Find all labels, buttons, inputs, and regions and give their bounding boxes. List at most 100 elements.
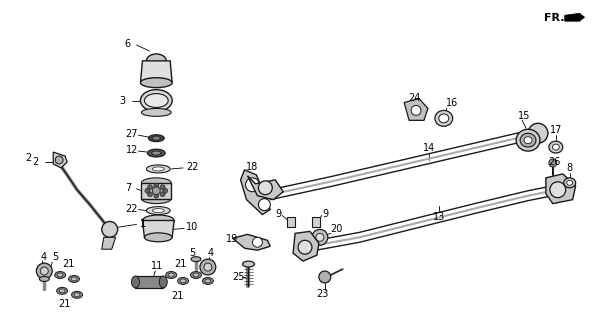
Ellipse shape	[144, 233, 172, 242]
Ellipse shape	[147, 165, 170, 173]
Text: 21: 21	[58, 299, 70, 309]
Ellipse shape	[141, 178, 171, 188]
Text: 18: 18	[246, 162, 258, 172]
Circle shape	[40, 267, 48, 275]
Circle shape	[316, 233, 324, 241]
Polygon shape	[141, 61, 172, 83]
Ellipse shape	[191, 272, 202, 278]
Ellipse shape	[205, 279, 211, 283]
Text: 7: 7	[126, 183, 132, 193]
Text: 27: 27	[126, 129, 138, 139]
Circle shape	[102, 221, 118, 237]
Ellipse shape	[193, 273, 199, 277]
Circle shape	[550, 182, 566, 198]
Circle shape	[37, 263, 52, 279]
Ellipse shape	[152, 209, 164, 212]
Circle shape	[204, 263, 212, 271]
Circle shape	[549, 159, 557, 167]
Circle shape	[312, 229, 328, 245]
Text: 17: 17	[550, 125, 562, 135]
Text: 24: 24	[408, 92, 420, 102]
Text: 20: 20	[330, 224, 342, 234]
Text: 2: 2	[26, 153, 32, 163]
Ellipse shape	[141, 78, 172, 88]
Text: 21: 21	[174, 259, 186, 269]
Ellipse shape	[147, 207, 170, 214]
Polygon shape	[233, 234, 270, 250]
Ellipse shape	[159, 276, 167, 288]
Text: 21: 21	[171, 291, 183, 301]
Text: 21: 21	[62, 259, 75, 269]
Ellipse shape	[191, 257, 201, 262]
Polygon shape	[142, 220, 174, 237]
Ellipse shape	[202, 277, 213, 284]
Circle shape	[147, 192, 153, 197]
Text: 4: 4	[40, 252, 46, 262]
Text: 26: 26	[548, 157, 560, 167]
Circle shape	[55, 156, 63, 164]
Circle shape	[298, 240, 312, 254]
Text: 5: 5	[189, 248, 196, 258]
Ellipse shape	[141, 108, 171, 116]
Ellipse shape	[168, 273, 174, 277]
Ellipse shape	[567, 180, 573, 185]
Text: 19: 19	[225, 234, 238, 244]
Ellipse shape	[141, 194, 171, 204]
Polygon shape	[312, 218, 320, 228]
Polygon shape	[136, 276, 163, 288]
Text: 2: 2	[32, 157, 38, 167]
Ellipse shape	[144, 93, 168, 108]
Circle shape	[200, 259, 216, 275]
Ellipse shape	[142, 215, 174, 226]
Text: 15: 15	[518, 111, 530, 121]
Polygon shape	[141, 183, 171, 199]
Circle shape	[319, 271, 331, 283]
Ellipse shape	[131, 276, 139, 288]
Text: 6: 6	[125, 39, 131, 49]
Polygon shape	[247, 176, 283, 200]
Ellipse shape	[516, 129, 540, 151]
Ellipse shape	[147, 54, 166, 68]
Circle shape	[411, 106, 421, 116]
Ellipse shape	[549, 141, 563, 153]
Ellipse shape	[524, 137, 532, 144]
Ellipse shape	[152, 136, 160, 140]
Text: 3: 3	[120, 96, 126, 106]
Polygon shape	[102, 237, 115, 249]
Circle shape	[145, 188, 150, 193]
Ellipse shape	[152, 167, 164, 171]
Ellipse shape	[71, 277, 77, 281]
Circle shape	[252, 237, 262, 247]
Polygon shape	[287, 218, 295, 228]
Text: 9: 9	[323, 209, 329, 219]
Text: 22: 22	[126, 204, 138, 213]
Text: 5: 5	[52, 252, 59, 262]
Ellipse shape	[141, 90, 172, 111]
Polygon shape	[546, 174, 576, 204]
Circle shape	[147, 185, 153, 190]
Text: 16: 16	[446, 99, 458, 108]
Text: 12: 12	[126, 145, 138, 155]
Ellipse shape	[74, 293, 80, 297]
Text: 1: 1	[139, 220, 145, 229]
Circle shape	[528, 123, 548, 143]
Ellipse shape	[148, 63, 164, 71]
Circle shape	[152, 187, 160, 195]
Circle shape	[154, 183, 159, 188]
Ellipse shape	[71, 291, 82, 298]
Polygon shape	[565, 13, 585, 21]
Text: 22: 22	[186, 162, 199, 172]
Ellipse shape	[68, 276, 79, 283]
Ellipse shape	[520, 133, 536, 147]
Circle shape	[258, 181, 273, 195]
Circle shape	[160, 192, 165, 197]
Text: 10: 10	[186, 222, 199, 232]
Ellipse shape	[57, 273, 63, 277]
Ellipse shape	[178, 277, 189, 284]
Text: FR.: FR.	[544, 13, 565, 23]
Ellipse shape	[166, 272, 177, 278]
Ellipse shape	[59, 289, 65, 293]
Circle shape	[246, 178, 260, 192]
Ellipse shape	[435, 110, 453, 126]
Ellipse shape	[552, 144, 559, 150]
